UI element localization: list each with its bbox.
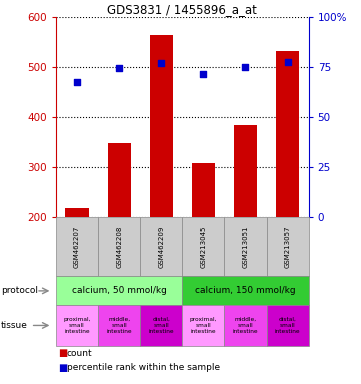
Point (116, 65, 122, 71)
Text: GSM462207: GSM462207 (74, 225, 80, 268)
Text: middle,
small
intestine: middle, small intestine (106, 317, 132, 334)
Text: distal,
small
intestine: distal, small intestine (275, 317, 300, 334)
Text: ■: ■ (58, 348, 67, 358)
Title: GDS3831 / 1455896_a_at: GDS3831 / 1455896_a_at (107, 3, 257, 16)
Point (74, 79, 80, 85)
Text: distal,
small
intestine: distal, small intestine (148, 317, 174, 334)
Text: tissue: tissue (1, 321, 27, 330)
Bar (192, 163, 215, 217)
Point (243, 64, 248, 70)
Text: GSM462208: GSM462208 (116, 225, 122, 268)
Text: proximal,
small
intestine: proximal, small intestine (190, 317, 217, 334)
Text: GSM462209: GSM462209 (158, 225, 164, 268)
Text: GSM213057: GSM213057 (284, 225, 291, 268)
Bar (65, 208, 88, 217)
Text: ■: ■ (58, 362, 67, 372)
Text: protocol: protocol (1, 286, 38, 295)
Point (200, 71, 206, 77)
Text: count: count (67, 349, 92, 358)
Text: GSM213045: GSM213045 (200, 225, 206, 268)
Text: calcium, 150 mmol/kg: calcium, 150 mmol/kg (195, 286, 296, 295)
Text: percentile rank within the sample: percentile rank within the sample (67, 363, 220, 372)
Point (158, 60, 164, 66)
Bar (276, 51, 299, 217)
Bar (108, 142, 131, 217)
Text: middle,
small
intestine: middle, small intestine (233, 317, 258, 334)
Text: proximal,
small
intestine: proximal, small intestine (63, 317, 91, 334)
Bar (150, 35, 173, 217)
Text: GSM213051: GSM213051 (243, 225, 248, 268)
Point (285, 59, 291, 65)
Bar (234, 125, 257, 217)
Text: calcium, 50 mmol/kg: calcium, 50 mmol/kg (72, 286, 166, 295)
